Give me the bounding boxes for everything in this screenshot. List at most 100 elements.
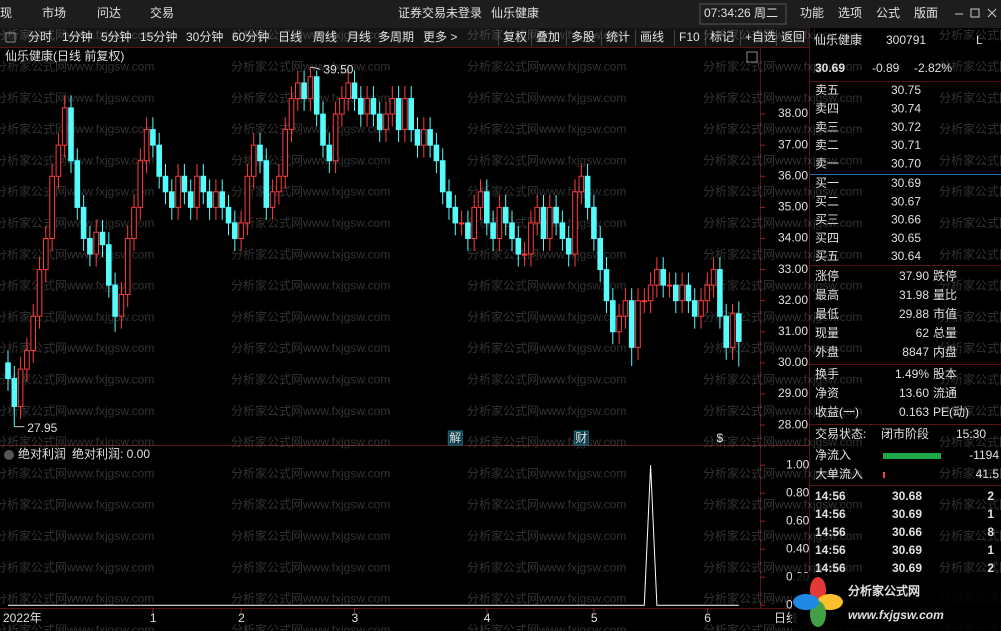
candle-body [219, 191, 225, 208]
event-label: 财 [575, 431, 587, 445]
watermark: 分析家公式网www.fxjgsw.com [939, 278, 1001, 293]
annotation-leader [310, 66, 321, 70]
menu-item[interactable]: 问达 [97, 6, 121, 20]
candle-body [345, 82, 351, 100]
close[interactable] [987, 8, 997, 18]
tool-button[interactable]: 复权 [503, 30, 527, 44]
watermark: 分析家公式网www.fxjgsw.com [467, 278, 626, 293]
period-tab[interactable]: 月线 [347, 30, 371, 44]
tool-button[interactable]: 画线 [640, 30, 664, 44]
maximize[interactable] [970, 8, 980, 18]
tool-button[interactable]: 标记 [710, 30, 734, 44]
watermark: 分析家公式网www.fxjgsw.com [939, 465, 1001, 480]
tool-button[interactable]: 统计 [606, 30, 630, 44]
candle-body [106, 244, 112, 286]
period-tab[interactable]: 分时 [28, 30, 52, 44]
watermark: 分析家公式网www.fxjgsw.com [703, 497, 862, 512]
tool-button[interactable]: F10 [679, 30, 700, 44]
candle-body [603, 269, 610, 302]
candle-body [99, 231, 106, 246]
period-tab[interactable]: 1分钟 [62, 29, 93, 44]
watermark: 分析家公式网www.fxjgsw.com [703, 58, 862, 73]
menu-item[interactable]: 交易 [150, 5, 174, 20]
y-tick-label: 0.60 [786, 513, 810, 527]
tick-price: 30.69 [892, 507, 922, 521]
candle-body [484, 191, 490, 224]
candle-body [93, 231, 100, 255]
watermark: 分析家公式网www.fxjgsw.com [939, 58, 1001, 73]
window-buttons[interactable] [955, 8, 997, 18]
watermark: 分析家公式网www.fxjgsw.com [939, 528, 1001, 543]
watermark: 分析家公式网www.fxjgsw.com [231, 340, 390, 355]
tool-button[interactable]: 返回 [781, 30, 805, 44]
watermark: 分析家公式网www.fxjgsw.com [231, 559, 390, 574]
period-tab[interactable]: 30分钟 [186, 29, 223, 44]
y-tick-label: 35.00 [778, 200, 808, 214]
bid-price: 30.64 [891, 249, 921, 263]
candle-body [156, 144, 162, 177]
event-box [573, 430, 589, 446]
watermark: 分析家公式网www.fxjgsw.com [467, 371, 626, 386]
watermark: 分析家公式网www.fxjgsw.com [467, 121, 626, 136]
watermark: 分析家公式网www.fxjgsw.com [467, 340, 626, 355]
logo-name: 分析家公式网 [848, 583, 920, 598]
ask-label: 卖四 [815, 101, 839, 115]
watermark: 分析家公式网www.fxjgsw.com [0, 121, 154, 136]
menu-item[interactable]: 市场 [42, 5, 66, 20]
period-tab[interactable]: 日线 [278, 30, 302, 44]
menu-item[interactable]: 版面 [914, 6, 938, 20]
y-tick-label: 33.00 [778, 262, 808, 276]
ask-label: 卖一 [815, 156, 839, 170]
watermark: 分析家公式网www.fxjgsw.com [231, 246, 390, 261]
candle-body [660, 269, 667, 286]
candle-body [477, 191, 484, 208]
event-label: 解 [449, 431, 461, 445]
menu-item[interactable]: 功能 [800, 6, 824, 20]
watermark: 分析家公式网www.fxjgsw.com [0, 465, 154, 480]
candle-body [591, 206, 597, 239]
flow-bar [883, 472, 885, 478]
period-tab[interactable]: 5分钟 [101, 29, 132, 44]
watermark: 分析家公式网www.fxjgsw.com [939, 121, 1001, 136]
candle-body [364, 98, 370, 115]
stat-label: 收益(一) [815, 405, 859, 419]
watermark: 分析家公式网www.fxjgsw.com [467, 434, 626, 449]
candle-body [572, 191, 578, 255]
stat-value: 1.49% [895, 367, 929, 381]
x-tick-label: 6 [704, 611, 711, 625]
tick-time: 14:56 [815, 525, 846, 539]
stat-label: 最低 [815, 307, 839, 321]
stat-label: 股本 [933, 367, 957, 381]
menu-item[interactable]: 选项 [838, 6, 862, 20]
period-tab[interactable]: 更多 > [423, 30, 457, 44]
menu-item[interactable]: 现 [0, 6, 12, 20]
tool-button[interactable]: +自选 [745, 30, 776, 44]
period-tab[interactable]: 15分钟 [140, 29, 177, 44]
menu-item[interactable]: 公式 [876, 6, 900, 20]
period-tab[interactable]: 多周期 [378, 30, 414, 44]
icon[interactable] [746, 51, 758, 63]
watermark: 分析家公式网www.fxjgsw.com [467, 591, 626, 606]
y-tick-label: 29.00 [778, 386, 808, 400]
icon[interactable] [5, 32, 16, 43]
candle-body [616, 315, 622, 333]
candle-body [736, 313, 742, 342]
period-tab[interactable]: 60分钟 [232, 29, 269, 44]
tool-button[interactable]: 多股 [571, 30, 595, 44]
stat-label: 跌停 [933, 268, 957, 283]
watermark: 分析家公式网www.fxjgsw.com [231, 591, 390, 606]
watermark: 分析家公式网www.fxjgsw.com [703, 434, 862, 449]
candle-body [717, 269, 723, 317]
watermark: 分析家公式网www.fxjgsw.com [939, 403, 1001, 418]
tool-button[interactable]: 叠加 [536, 30, 560, 44]
candle-body [206, 191, 213, 208]
y-tick-label: 37.00 [778, 137, 808, 151]
candle-body [597, 237, 604, 271]
watermark: 分析家公式网www.fxjgsw.com [0, 434, 154, 449]
watermark: 分析家公式网www.fxjgsw.com [231, 528, 390, 543]
candle-body [370, 98, 377, 115]
watermark: 分析家公式网www.fxjgsw.com [0, 497, 154, 512]
candle-body [358, 98, 364, 115]
period-tab[interactable]: 周线 [313, 30, 337, 44]
